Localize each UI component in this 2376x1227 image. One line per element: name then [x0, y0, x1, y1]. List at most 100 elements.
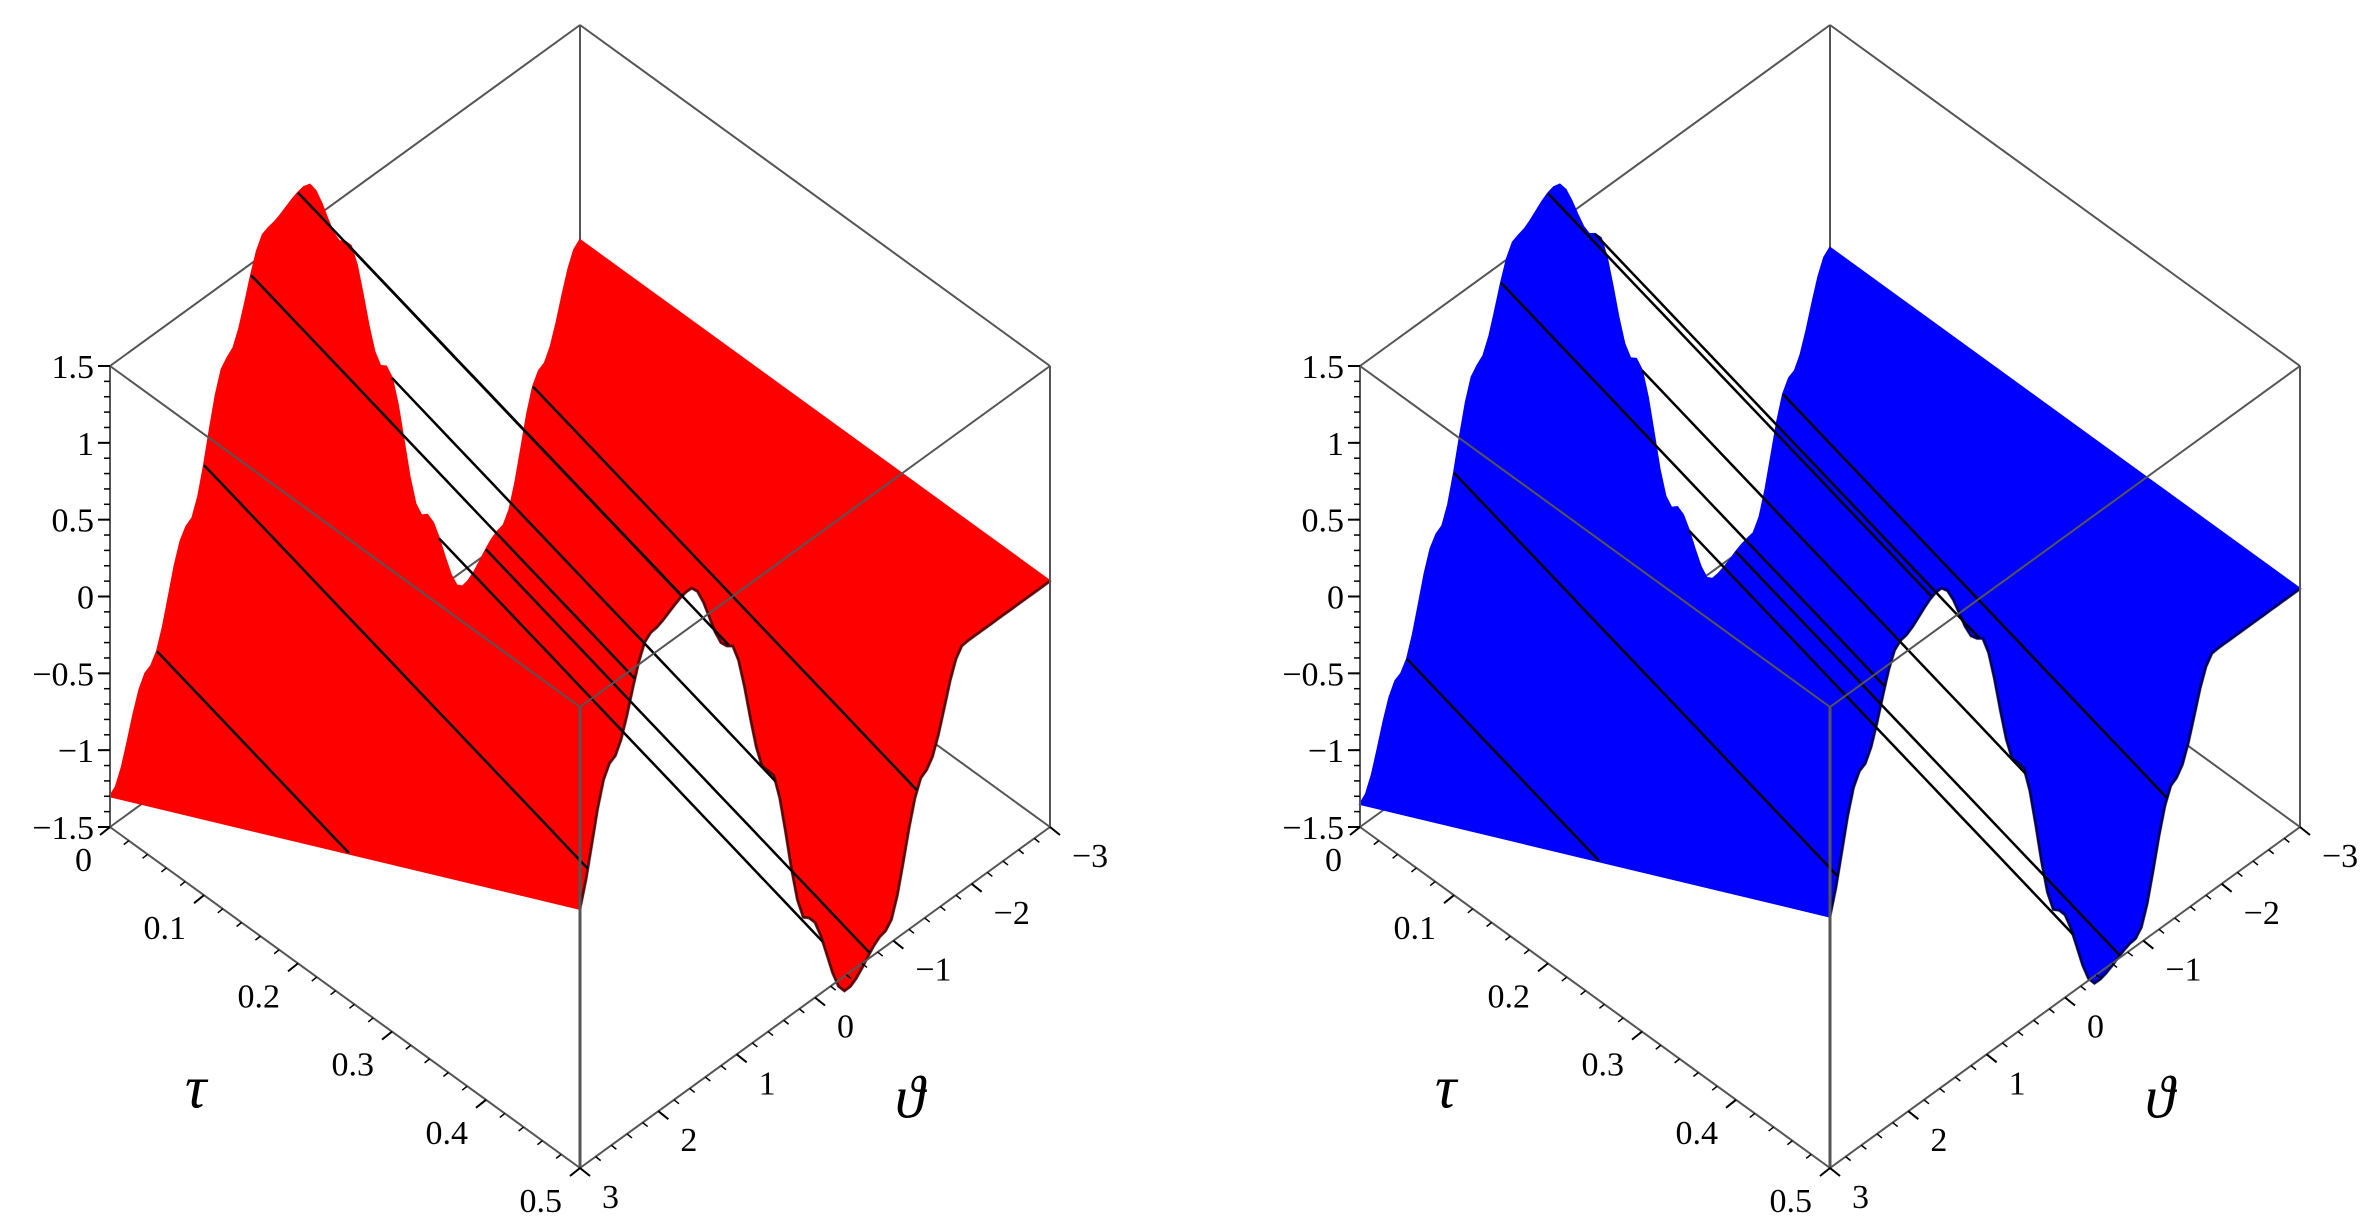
tau-minor-tick	[1467, 908, 1474, 914]
z-tick-label: −0.5	[1282, 656, 1344, 693]
theta-minor-tick	[877, 951, 884, 957]
tau-tick-label: 0.2	[1488, 978, 1531, 1015]
tau-minor-tick	[1580, 990, 1587, 996]
tau-tick-label: 0.5	[520, 1183, 563, 1220]
contour-line	[532, 385, 918, 791]
theta-minor-tick	[908, 928, 915, 934]
tau-minor-tick	[330, 990, 337, 996]
contour-lines	[156, 191, 918, 954]
theta-minor-tick	[2080, 985, 2087, 991]
theta-minor-tick	[2205, 894, 2212, 900]
theta-tick-label: 0	[2087, 1009, 2104, 1046]
tau-minor-tick	[367, 1017, 374, 1023]
theta-minor-tick	[720, 1065, 727, 1071]
theta-minor-tick	[830, 985, 837, 991]
theta-minor-tick	[1939, 1087, 1946, 1094]
theta-minor-tick	[955, 894, 962, 900]
theta-axis-title: ϑ	[895, 1065, 928, 1131]
theta-tick-label: 0	[837, 1009, 854, 1046]
theta-tick-label: −1	[915, 952, 951, 989]
theta-minor-tick	[1018, 849, 1025, 855]
theta-minor-tick	[1002, 860, 1009, 866]
tau-minor-tick	[1373, 840, 1380, 846]
theta-tick-label: −1	[2165, 952, 2201, 989]
box-edge	[1829, 24, 2301, 367]
tau-minor-tick	[1448, 894, 1455, 900]
theta-tick-label: −3	[1072, 838, 1108, 875]
tau-minor-tick	[1805, 1153, 1812, 1159]
theta-minor-tick	[579, 1167, 586, 1173]
theta-minor-tick	[2001, 1042, 2008, 1048]
right-surface-plot: −1.5 −1 −0.5 0 0.5 1 1.5 0 0.1 0.2 0.3 0.4 0.5 τ −3 −2 −…	[1282, 24, 2358, 1220]
box-edge	[579, 24, 1051, 367]
tau-minor-tick	[198, 894, 205, 900]
theta-tick-label: 3	[1852, 1179, 1869, 1216]
tau-minor-tick	[574, 1167, 581, 1173]
theta-minor-tick	[2048, 1008, 2055, 1014]
theta-minor-tick	[767, 1031, 774, 1037]
theta-minor-tick	[2064, 996, 2071, 1003]
contour-line	[1500, 281, 1886, 688]
theta-minor-tick	[1986, 1053, 1993, 1059]
z-tick-label: 0.5	[52, 503, 95, 540]
tau-tick-label: 0.4	[1676, 1115, 1719, 1152]
contour-line	[1594, 233, 1980, 639]
theta-minor-tick	[642, 1121, 649, 1128]
tau-minor-tick	[1768, 1126, 1775, 1132]
contour-line	[1688, 529, 2074, 935]
theta-tick-label: −2	[2244, 895, 2280, 932]
theta-minor-tick	[939, 905, 946, 912]
tau-minor-tick	[386, 1031, 393, 1037]
tau-minor-tick	[1636, 1031, 1643, 1037]
contour-line	[438, 537, 824, 943]
axes: −1.5 −1 −0.5 0 0.5 1 1.5 0 0.1 0.2 0.3 0.4 0.5 τ −3 −2 −…	[1282, 349, 2358, 1220]
tau-minor-tick	[1617, 1017, 1624, 1023]
tau-minor-tick	[236, 921, 243, 928]
theta-minor-tick	[986, 871, 993, 878]
theta-minor-tick	[971, 883, 978, 889]
tau-minor-tick	[461, 1085, 468, 1091]
tau-tick-label: 0.1	[144, 910, 187, 947]
z-tick-label: 1	[1327, 426, 1344, 463]
box-edge	[1359, 365, 1831, 708]
box-edge	[1359, 826, 1831, 1169]
tau-tick-label: 0.4	[426, 1115, 469, 1152]
z-tick-label: 0	[1327, 580, 1344, 617]
tau-minor-tick	[1410, 867, 1417, 873]
theta-minor-tick	[1954, 1076, 1961, 1082]
theta-minor-tick	[861, 962, 868, 968]
z-tick-label: 0.5	[1302, 503, 1345, 540]
tau-minor-tick	[499, 1112, 506, 1119]
contour-line	[344, 240, 730, 646]
axes: −1.5 −1 −0.5 0 0.5 1 1.5 0 0.1 0.2 0.3 0.4 0.5 τ −3 −2 −…	[32, 349, 1108, 1220]
contour-line	[1406, 658, 1600, 862]
theta-minor-tick	[2189, 905, 2196, 912]
theta-tick-label: −2	[994, 895, 1030, 932]
tau-minor-tick	[555, 1153, 562, 1159]
theta-minor-tick	[1907, 1110, 1914, 1116]
theta-minor-tick	[736, 1053, 743, 1059]
tau-minor-tick	[536, 1140, 543, 1146]
box-edge	[579, 365, 1051, 708]
contour-line	[1547, 192, 1933, 598]
theta-minor-tick	[1829, 1167, 1836, 1173]
theta-axis-title: ϑ	[2145, 1065, 2178, 1131]
theta-minor-tick	[595, 1156, 602, 1162]
tau-minor-tick	[1749, 1112, 1756, 1119]
theta-minor-tick	[924, 917, 931, 923]
tau-minor-tick	[104, 826, 111, 832]
contour-lines	[1406, 192, 2168, 957]
z-tick-label: 0	[77, 580, 94, 617]
tau-minor-tick	[1486, 921, 1493, 928]
tau-minor-tick	[292, 962, 299, 968]
tau-minor-tick	[1504, 935, 1511, 941]
tau-tick-label: 0.3	[1582, 1047, 1625, 1084]
theta-minor-tick	[798, 1008, 805, 1014]
contour-line	[485, 548, 871, 954]
theta-minor-tick	[2095, 974, 2102, 980]
theta-minor-tick	[1845, 1156, 1852, 1162]
z-tick-label: 1	[77, 426, 94, 463]
box-edge	[109, 24, 581, 367]
tau-minor-tick	[142, 853, 149, 859]
